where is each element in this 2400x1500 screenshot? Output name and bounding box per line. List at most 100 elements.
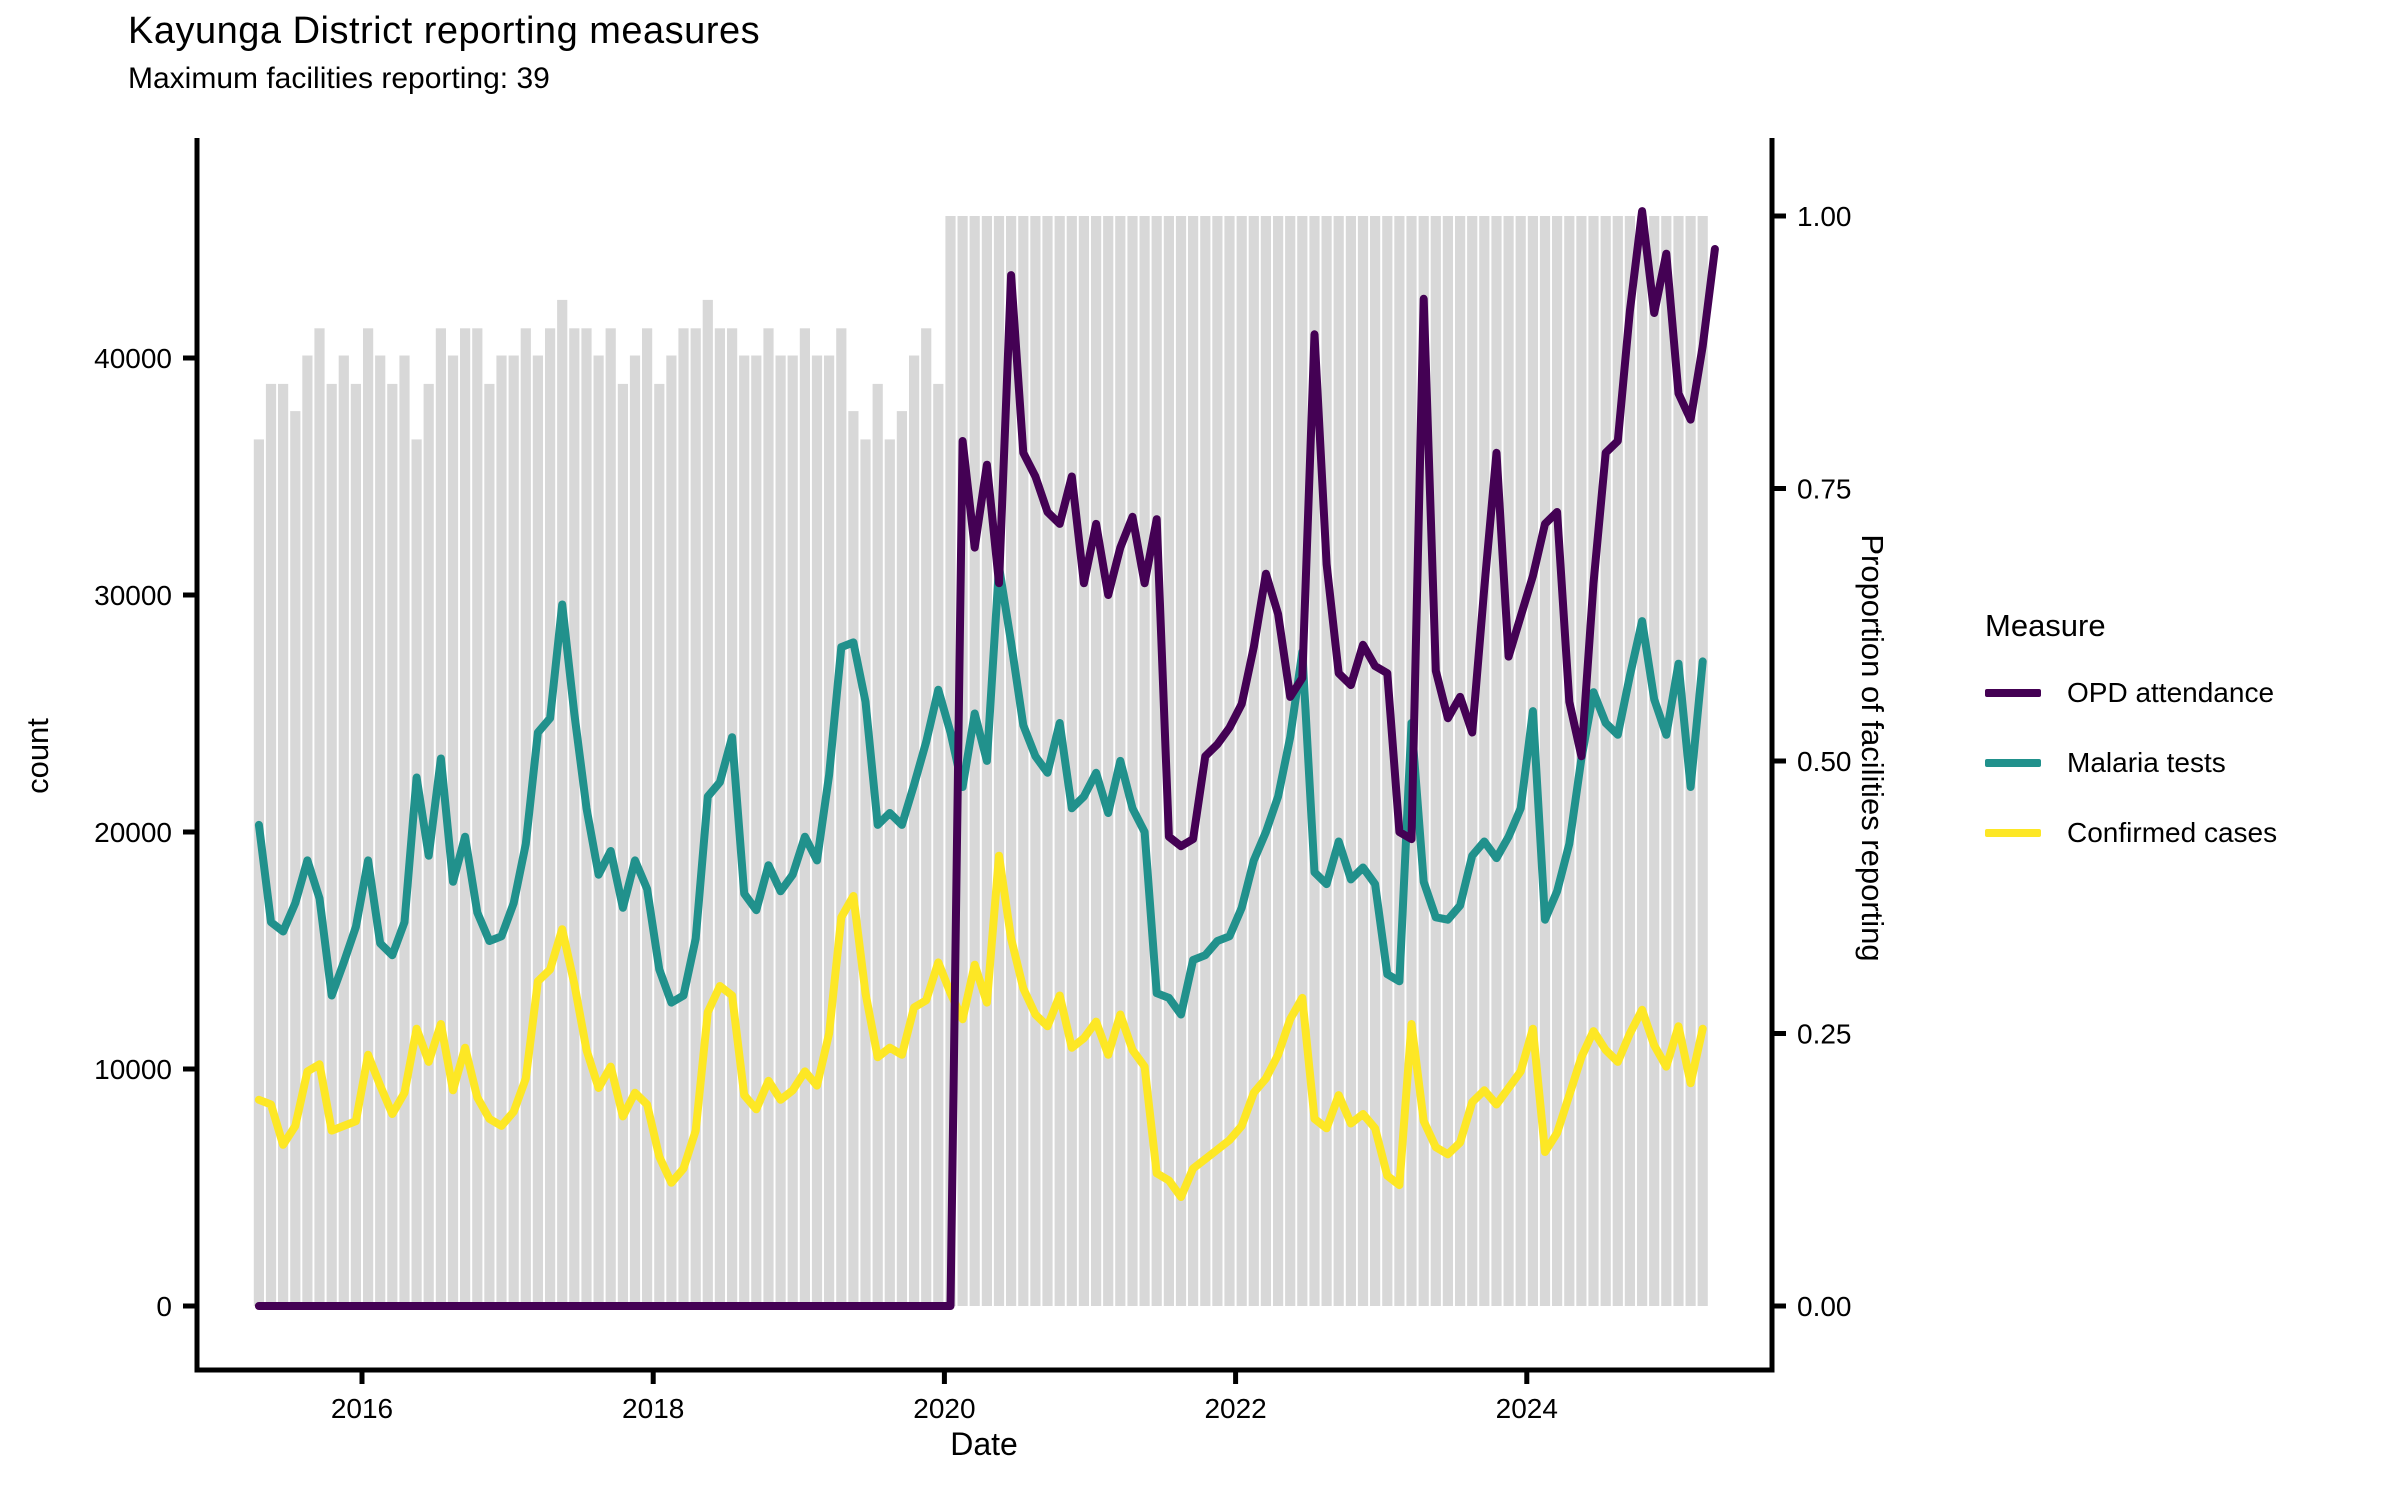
bar bbox=[1018, 216, 1029, 1306]
bar bbox=[1382, 216, 1393, 1306]
bar bbox=[1697, 216, 1708, 1306]
bar bbox=[629, 355, 641, 1306]
bar bbox=[1430, 216, 1441, 1306]
bar bbox=[1139, 216, 1150, 1306]
bar bbox=[957, 216, 968, 1306]
bar bbox=[1491, 216, 1502, 1306]
left-tick-label: 40000 bbox=[94, 343, 172, 374]
bar bbox=[253, 439, 264, 1306]
left-tick-label: 20000 bbox=[94, 817, 172, 848]
bar bbox=[1661, 216, 1672, 1306]
bar bbox=[387, 383, 398, 1306]
bar bbox=[1333, 216, 1344, 1306]
bar bbox=[1467, 216, 1478, 1306]
series-line-opd-attendance bbox=[254, 207, 1719, 1310]
bar bbox=[569, 328, 580, 1306]
right-tick-label: 1.00 bbox=[1797, 201, 1852, 232]
series-line-confirmed-cases bbox=[254, 851, 1707, 1201]
bar bbox=[1309, 216, 1320, 1306]
bar bbox=[1552, 216, 1563, 1306]
bar bbox=[714, 328, 725, 1306]
bar bbox=[1357, 216, 1369, 1306]
right-tick-label: 0.75 bbox=[1797, 474, 1852, 505]
right-tick-label: 0.50 bbox=[1797, 746, 1852, 777]
bar bbox=[605, 328, 616, 1306]
bar bbox=[1091, 216, 1102, 1306]
bar bbox=[1612, 216, 1623, 1306]
bar bbox=[739, 355, 750, 1306]
x-tick-label: 2018 bbox=[622, 1393, 684, 1424]
bar bbox=[872, 383, 883, 1306]
bar bbox=[1321, 216, 1332, 1306]
bar bbox=[884, 439, 895, 1306]
bar bbox=[666, 355, 677, 1306]
legend: Measure OPD attendance Malaria tests Con… bbox=[1985, 608, 2277, 880]
axes bbox=[183, 138, 1786, 1384]
bar bbox=[460, 328, 471, 1306]
bar bbox=[1370, 216, 1381, 1306]
legend-label: Confirmed cases bbox=[2067, 817, 2278, 848]
bar bbox=[727, 328, 738, 1306]
bar bbox=[945, 216, 956, 1306]
bar bbox=[532, 355, 543, 1306]
bar bbox=[1624, 216, 1635, 1306]
bar bbox=[278, 383, 289, 1306]
bar bbox=[763, 328, 774, 1306]
bar bbox=[1236, 216, 1247, 1306]
bar bbox=[1151, 216, 1162, 1306]
bar bbox=[848, 411, 859, 1307]
right-tick-label: 0.25 bbox=[1797, 1019, 1852, 1050]
x-tick-label: 2016 bbox=[331, 1393, 393, 1424]
bar bbox=[969, 216, 980, 1306]
bar bbox=[824, 355, 835, 1306]
bar bbox=[654, 383, 665, 1306]
bar bbox=[1054, 216, 1065, 1306]
bar bbox=[399, 355, 410, 1306]
bar bbox=[435, 328, 446, 1306]
bar bbox=[1260, 216, 1271, 1306]
series-lines bbox=[254, 207, 1719, 1310]
bar bbox=[314, 328, 325, 1306]
bar bbox=[1588, 216, 1599, 1306]
x-tick-label: 2024 bbox=[1496, 1393, 1558, 1424]
bar bbox=[1515, 216, 1526, 1306]
left-axis-title: count bbox=[20, 718, 55, 794]
bar bbox=[1127, 216, 1138, 1306]
bar bbox=[909, 355, 920, 1306]
chart-title: Kayunga District reporting measures bbox=[128, 10, 761, 52]
legend-title: Measure bbox=[1985, 608, 2106, 643]
bar bbox=[265, 383, 277, 1306]
bar bbox=[1345, 216, 1356, 1306]
confirmed-cases-line-swatch bbox=[1985, 829, 2041, 837]
bar bbox=[472, 328, 483, 1306]
bar bbox=[593, 355, 604, 1306]
facility-reporting-bars bbox=[253, 216, 1708, 1307]
bar bbox=[350, 383, 361, 1306]
bar bbox=[860, 439, 871, 1306]
bar bbox=[690, 328, 701, 1306]
bar bbox=[326, 383, 337, 1306]
bar bbox=[1224, 216, 1235, 1306]
bar bbox=[1212, 216, 1223, 1306]
left-tick-label: 30000 bbox=[94, 580, 172, 611]
chart-subtitle: Maximum facilities reporting: 39 bbox=[128, 62, 550, 95]
bar bbox=[302, 355, 313, 1306]
bar bbox=[290, 411, 301, 1307]
bar bbox=[678, 328, 689, 1306]
bar bbox=[1248, 216, 1259, 1306]
bar bbox=[1539, 216, 1551, 1306]
bar bbox=[836, 328, 847, 1306]
bar bbox=[1066, 216, 1077, 1306]
bar bbox=[1273, 216, 1284, 1306]
malaria-tests-line-swatch bbox=[1985, 759, 2041, 767]
x-tick-label: 2020 bbox=[913, 1393, 975, 1424]
bar bbox=[751, 355, 762, 1306]
bar bbox=[1649, 216, 1660, 1306]
bar bbox=[447, 355, 459, 1306]
axis-tick-labels: 0 10000 20000 30000 40000 0.00 0.25 0.50 0.75 1.0… bbox=[94, 201, 1851, 1424]
bar bbox=[1442, 216, 1453, 1306]
legend-label: OPD attendance bbox=[2067, 677, 2275, 708]
bar bbox=[933, 383, 944, 1306]
bar bbox=[993, 216, 1005, 1306]
